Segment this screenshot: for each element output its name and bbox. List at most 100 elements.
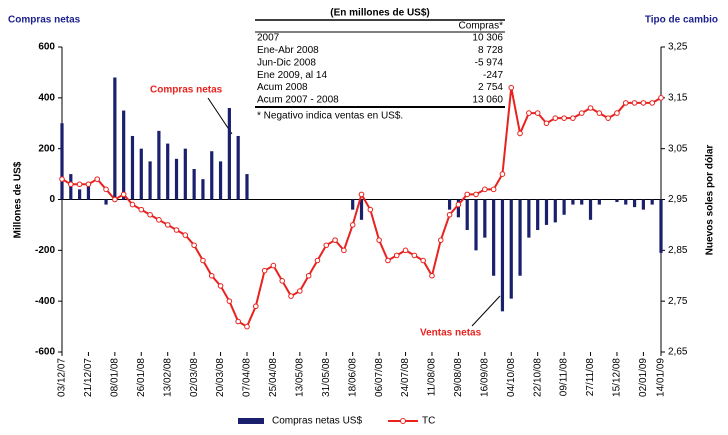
line-marker	[156, 217, 162, 223]
bar	[60, 123, 64, 200]
line-marker	[182, 232, 189, 238]
y-tick-label: 0	[49, 194, 55, 205]
line-marker	[332, 237, 338, 243]
bar	[465, 199, 469, 230]
line-marker	[138, 206, 145, 213]
line-marker	[622, 100, 629, 106]
line-marker	[473, 191, 479, 198]
y2-axis-top-title: Tipo de cambio	[645, 15, 718, 26]
bar	[359, 199, 364, 220]
line-marker	[376, 237, 382, 243]
y2-tick-label: 3,05	[668, 143, 688, 154]
bar	[624, 199, 628, 205]
line-marker	[358, 191, 365, 198]
line-marker	[561, 115, 567, 121]
x-tick-label: 08/01/08	[109, 358, 120, 397]
line-marker	[297, 288, 303, 294]
annotation: Compras netas	[150, 85, 223, 96]
bar	[474, 199, 478, 251]
bar	[227, 108, 231, 200]
line-marker	[94, 176, 101, 182]
line-marker	[499, 171, 506, 177]
line-marker	[103, 186, 109, 193]
line-marker	[147, 211, 153, 218]
bar	[571, 199, 575, 205]
line-marker	[446, 211, 453, 218]
x-tick-label: 21/12/07	[83, 358, 94, 397]
bar	[553, 199, 557, 223]
y-axis-title: Millones de US$	[13, 161, 24, 238]
annotation-arrow	[471, 295, 501, 327]
line-marker	[385, 257, 391, 264]
x-tick-label: 15/12/08	[612, 358, 623, 397]
table-row-value: 8 728	[478, 45, 503, 56]
y-tick-label: -400	[35, 296, 55, 307]
line-marker	[552, 115, 559, 121]
x-tick-label: 02/03/08	[189, 358, 200, 397]
bar	[245, 174, 249, 200]
bar	[78, 189, 82, 200]
line-marker	[68, 181, 74, 188]
x-tick-label: 24/07/08	[400, 358, 411, 397]
bar	[483, 199, 487, 238]
table-row-value: -247	[483, 70, 503, 81]
bar	[580, 199, 584, 205]
bar	[148, 161, 152, 200]
bar	[632, 199, 637, 208]
line-marker	[649, 100, 655, 106]
annotation: Ventas netas	[420, 328, 482, 339]
x-tick-label: 03/12/07	[57, 358, 68, 397]
bar	[166, 143, 170, 200]
line-marker	[437, 237, 444, 243]
x-tick-label: 25/04/08	[268, 358, 279, 397]
line-marker	[279, 278, 286, 284]
bar	[174, 158, 179, 200]
bar	[588, 199, 593, 220]
table-row-label: Ene-Abr 2008	[257, 45, 319, 56]
bar	[650, 199, 654, 205]
x-tick-label: 14/01/09	[656, 358, 667, 397]
line-marker	[367, 206, 374, 213]
table-row-value: -5 974	[475, 57, 504, 68]
x-tick-label: 11/08/08	[427, 358, 438, 397]
line-marker	[596, 110, 603, 116]
table-row-label: 2007	[257, 33, 280, 44]
x-tick-label: 27/11/08	[585, 358, 596, 397]
line-marker	[59, 176, 65, 182]
table-row-value: 2 754	[478, 82, 503, 93]
line-marker	[191, 242, 197, 249]
y2-tick-label: 2,65	[668, 347, 688, 358]
line-marker	[411, 252, 418, 259]
line-marker	[129, 201, 136, 208]
line-marker	[605, 115, 611, 121]
bar	[536, 199, 540, 230]
bar	[192, 169, 196, 200]
line-marker	[288, 293, 294, 299]
line-marker	[341, 247, 347, 254]
line-marker	[420, 257, 426, 264]
line-marker	[270, 262, 277, 269]
bar	[122, 110, 126, 200]
x-tick-label: 07/04/08	[242, 358, 253, 397]
line-marker	[526, 110, 532, 116]
table-column-header: Compras*	[459, 21, 504, 32]
x-tick-label: 31/05/08	[321, 358, 332, 397]
bar	[500, 199, 505, 312]
bar	[518, 199, 522, 276]
bar	[130, 135, 135, 200]
table-title: (En millones de US$)	[330, 8, 429, 19]
x-tick-label: 09/11/08	[559, 358, 570, 397]
line-marker	[455, 201, 462, 208]
y2-tick-label: 2,75	[668, 296, 688, 307]
bar	[641, 199, 645, 210]
line-marker	[200, 257, 206, 264]
y-axis-top-title: Compras netas	[8, 15, 81, 26]
line-marker	[393, 252, 400, 259]
x-tick-label: 16/09/08	[479, 358, 490, 397]
table-row-label: Ene 2009, al 14	[257, 70, 327, 81]
line-marker	[305, 272, 312, 279]
x-tick-label: 06/07/08	[374, 358, 385, 397]
x-tick-label: 20/03/08	[215, 358, 226, 397]
line-marker	[402, 247, 409, 254]
line-marker	[235, 318, 241, 325]
